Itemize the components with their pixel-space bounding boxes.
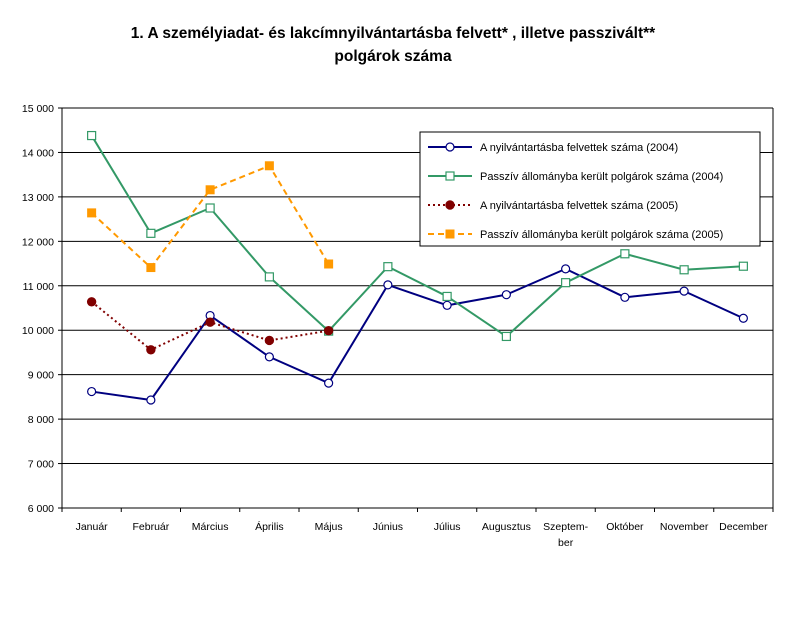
x-tick-label: Május [315, 521, 343, 533]
series-1 [87, 264, 748, 405]
legend-item: Passzív állományba került polgárok száma… [428, 229, 723, 241]
data-point [442, 300, 452, 310]
y-tick-label: 15 000 [22, 103, 54, 115]
legend-box [419, 131, 761, 247]
chart-title-line-1: 1. A személyiadat- és lakcímnyilvántartá… [130, 25, 656, 42]
data-point [561, 278, 571, 288]
series-line [90, 135, 744, 338]
x-tick-label: Július [434, 521, 461, 533]
series-4 [87, 161, 334, 273]
data-point [146, 228, 156, 238]
data-point [679, 265, 689, 275]
series-lines [86, 130, 748, 405]
data-point [445, 229, 455, 239]
legend-label: A nyilvántartásba felvettek száma (2005) [480, 200, 678, 212]
x-tick-label: December [719, 521, 768, 533]
y-tick-label: 14 000 [22, 147, 54, 159]
x-tick-label: Február [132, 521, 169, 533]
y-tick-label: 11 000 [23, 281, 54, 293]
data-point [146, 395, 156, 405]
x-tick-label: Szeptem-ber [543, 521, 588, 549]
y-tick-label: 6 000 [28, 503, 54, 515]
series-line [91, 267, 744, 401]
x-tick-label: Január [76, 521, 109, 533]
axes [58, 107, 774, 512]
y-tick-label: 7 000 [28, 459, 54, 471]
data-point [205, 317, 215, 327]
data-point [87, 386, 97, 397]
data-point [264, 352, 274, 362]
y-tick-label: 10 000 [22, 325, 54, 337]
data-point [620, 292, 630, 302]
data-point [323, 325, 334, 336]
data-point [445, 142, 455, 152]
data-point [501, 290, 511, 300]
series-line [90, 164, 330, 269]
data-point [383, 280, 393, 290]
x-tick-label: Március [192, 521, 229, 533]
x-tick-label: Április [255, 520, 284, 533]
y-tick-label: 13 000 [22, 192, 54, 204]
data-point [87, 208, 97, 218]
legend: A nyilvántartásba felvettek száma (2004)… [419, 131, 761, 247]
data-point [445, 200, 455, 210]
x-axis-tick-labels: Január Február Március Április Május Június Jú… [76, 520, 769, 549]
x-tick-label: Augusztus [482, 521, 531, 533]
data-point [264, 335, 275, 346]
legend-item: A nyilvántartásba felvettek száma (2005) [428, 200, 678, 212]
data-point [86, 297, 97, 307]
data-point [442, 291, 452, 302]
x-tick-label: November [660, 521, 709, 533]
data-point [87, 130, 97, 141]
y-axis-tick-labels: 6 000 7 000 8 000 9 000 10 000 11 000 12 000 13… [22, 103, 54, 515]
y-tick-label: 9 000 [28, 370, 54, 382]
data-point [324, 259, 334, 269]
data-point [205, 185, 215, 195]
data-point [146, 263, 156, 273]
legend-label: Passzív állományba került polgárok száma… [480, 171, 723, 183]
data-point [620, 249, 630, 259]
data-point [383, 262, 393, 272]
legend-item: Passzív állományba került polgárok száma… [428, 171, 723, 183]
data-point [561, 264, 571, 274]
chart-title: 1. A személyiadat- és lakcímnyilvántartá… [0, 22, 786, 68]
x-tick-label: Június [373, 521, 403, 533]
x-tick-label: Október [606, 521, 644, 533]
data-point [738, 261, 748, 271]
data-point [324, 378, 334, 388]
y-tick-label: 8 000 [28, 414, 54, 426]
chart-title-line-2: polgárok száma [334, 48, 452, 65]
legend-label: Passzív állományba került polgárok száma… [480, 229, 723, 241]
series-3 [86, 297, 334, 355]
data-point [501, 331, 511, 342]
legend-label: A nyilvántartásba felvettek száma (2004) [480, 142, 678, 154]
data-point [264, 161, 274, 171]
legend-item: A nyilvántartásba felvettek száma (2004) [428, 142, 678, 154]
y-tick-label: 12 000 [22, 236, 54, 248]
data-point [445, 171, 455, 181]
data-point [679, 286, 689, 296]
data-point [264, 272, 274, 282]
data-point [738, 313, 748, 323]
data-point [205, 203, 215, 213]
data-point [146, 345, 156, 355]
